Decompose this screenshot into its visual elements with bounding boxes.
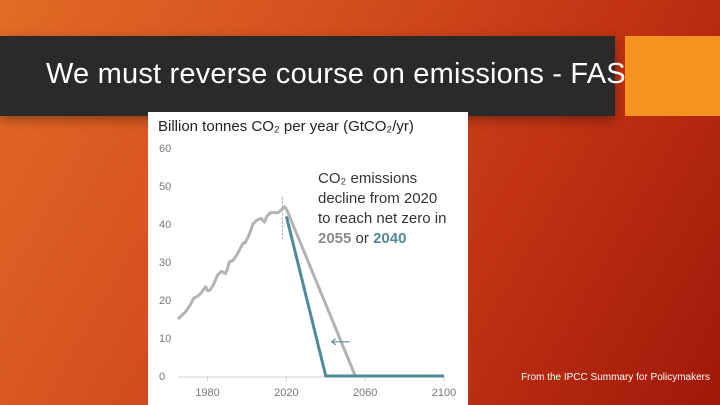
y-axis-ticks: 0 10 20 30 40 50 60 — [159, 143, 171, 383]
x-tick-label: 2060 — [353, 387, 377, 399]
shift-arrow — [330, 338, 350, 346]
x-axis-ticks: 1980 2020 2060 2100 — [195, 376, 456, 399]
annotation-line-1: CO₂ emissions — [318, 170, 417, 187]
y-tick-label: 40 — [159, 219, 171, 231]
annotation-line-3: to reach net zero in — [318, 210, 446, 227]
historical-emissions-line — [176, 205, 288, 321]
x-tick-label: 2020 — [274, 387, 298, 399]
source-note: From the IPCC Summary for Policymakers — [521, 372, 710, 383]
y-tick-label: 10 — [159, 333, 171, 345]
y-tick-label: 20 — [159, 295, 171, 307]
annotation-line-2: decline from 2020 — [318, 190, 437, 207]
y-tick-label: 0 — [159, 371, 165, 383]
y-tick-label: 30 — [159, 257, 171, 269]
x-tick-label: 1980 — [195, 387, 219, 399]
emissions-chart: Billion tonnes CO₂ per year (GtCO₂/yr) 0… — [158, 118, 456, 399]
accent-box — [625, 36, 720, 116]
annotation-year-2040: 2040 — [373, 230, 406, 247]
chart-annotation: CO₂ emissions decline from 2020 to reach… — [318, 170, 446, 247]
shift-arrow-head-icon — [330, 338, 337, 346]
y-tick-label: 60 — [159, 143, 171, 155]
annotation-connector: or — [356, 230, 369, 247]
y-tick-label: 50 — [159, 181, 171, 193]
slide-title: We must reverse course on emissions - FA… — [46, 58, 644, 90]
x-tick-label: 2100 — [432, 387, 456, 399]
chart-title: Billion tonnes CO₂ per year (GtCO₂/yr) — [158, 118, 414, 135]
scenario-2040-line — [284, 216, 444, 378]
annotation-line-4: 2055 or 2040 — [318, 230, 406, 247]
annotation-year-2055: 2055 — [318, 230, 351, 247]
title-bar: We must reverse course on emissions - FA… — [0, 36, 644, 116]
chart-panel: Billion tonnes CO₂ per year (GtCO₂/yr) 0… — [148, 112, 468, 405]
